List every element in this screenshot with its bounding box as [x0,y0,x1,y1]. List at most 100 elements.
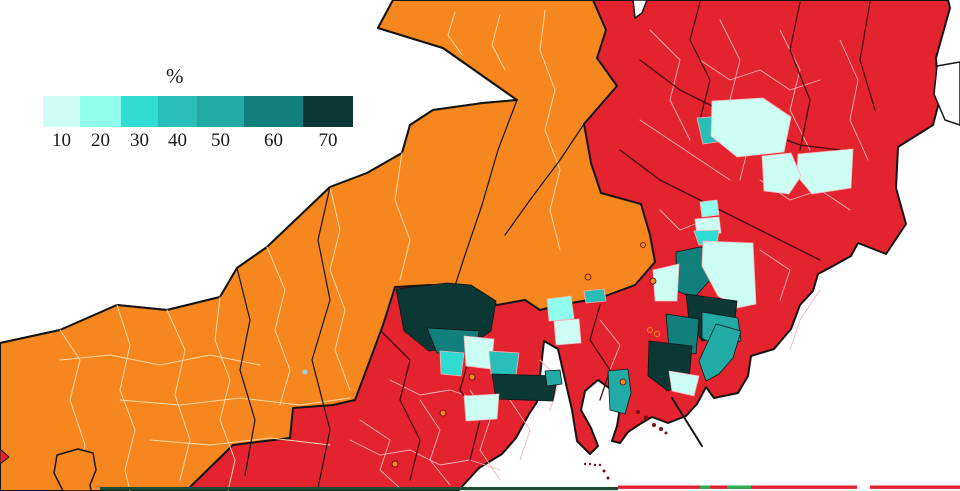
island-dot [602,469,606,473]
urban-orange-dot [439,409,447,417]
orange-county-line [329,186,351,391]
red-border-wedge [0,448,10,465]
island-dot [598,463,602,467]
teal-40-area [583,288,607,304]
orange-county-line [266,246,291,406]
orange-county-line [149,437,331,446]
red-county-line [789,289,821,351]
orange-league-border [504,123,585,236]
orange-county-line [394,152,411,281]
red-county-line [649,29,691,141]
red-prefecture-line [619,149,821,261]
teal-50-area [698,323,742,382]
red-prefecture-line [859,1,876,111]
urban-red-ring-dot [647,327,653,333]
legend-label-30: 30 [130,130,149,151]
red-county-line [639,119,731,181]
inner-mongolia-orange-region [0,0,656,491]
orange-league-border [451,99,518,296]
urban-orange-dot [640,242,646,248]
legend-labels: 10 20 30 40 50 60 70 [43,130,353,152]
cyan-10-area [553,318,582,346]
orange-league-border [311,186,331,489]
teal-70-area [491,373,559,402]
bottom-strip-red [618,485,960,489]
island-dot [583,462,587,466]
orange-county-line [116,304,136,491]
island-dot [664,431,668,435]
teal-30-area [439,350,465,377]
island-dot [652,423,656,427]
red-prefecture-line [789,1,811,151]
legend-swatch-50 [197,96,244,127]
cyan-10-area [668,370,700,397]
bottom-strip-dark [100,487,618,491]
urban-red-ring-dot [654,331,660,337]
cyan-10-area [710,97,792,158]
red-county-line [419,399,451,486]
legend-swatch-10 [43,96,80,127]
cyan-10-area [463,393,500,422]
lake-dot [302,369,308,375]
orange-county-line [59,354,261,366]
red-county-line [699,59,821,91]
orange-county-line [447,11,463,56]
orange-enclave [53,448,97,491]
urban-orange-dot [619,378,627,386]
russia-white-notch [632,0,648,19]
teal-20-area [546,295,575,322]
legend-color-bar [43,96,353,127]
red-county-line [839,39,869,161]
urban-orange-dot [584,273,592,281]
island-dot [593,463,597,467]
orange-county-line [539,9,561,251]
teal-50-area [544,369,563,387]
red-prefecture-line [689,1,711,121]
red-county-line [509,399,531,461]
korea-border-line [671,397,703,447]
orange-county-line [491,14,506,71]
red-county-line [599,319,621,371]
cyan-10-area [761,152,802,195]
urban-orange-dot [468,373,476,381]
river-white-pocket-east [933,61,960,126]
bottom-strip-green [727,485,751,489]
red-prefecture-line [589,304,611,401]
orange-county-line [166,309,191,481]
legend-swatch-60 [244,96,303,127]
orange-league-border [236,267,256,476]
island-dot [636,410,640,414]
teal-20-area [699,199,720,218]
red-prefecture-line [379,329,421,481]
legend-swatch-70 [303,96,353,127]
teal-40-area [488,350,520,377]
red-county-line [359,419,401,489]
legend-label-10: 10 [52,130,71,151]
cyan-10-area [652,263,680,302]
island-dot [588,462,592,466]
bottom-strip-green [700,485,710,489]
red-county-line [659,209,701,231]
bottom-strip-gap [857,485,870,490]
cyan-10-area [701,240,757,309]
urban-orange-dot [649,277,657,285]
urban-orange-dot [391,460,399,468]
legend-title-percent: % [166,64,184,88]
island-dot [659,427,663,431]
legend-label-20: 20 [91,130,110,151]
island-dot [643,415,649,421]
legend-label-50: 50 [211,130,230,151]
legend-swatch-30 [121,96,158,127]
orange-county-line [119,397,351,406]
legend-swatch-40 [158,96,197,127]
legend-label-70: 70 [318,130,338,151]
legend-label-40: 40 [168,130,187,151]
percentage-legend: % 10 20 30 40 50 60 70 [43,64,353,152]
red-county-line [759,249,791,301]
island-dot [606,476,610,480]
legend-label-60: 60 [264,130,283,151]
red-county-line [349,439,501,471]
legend-swatch-20 [80,96,121,127]
